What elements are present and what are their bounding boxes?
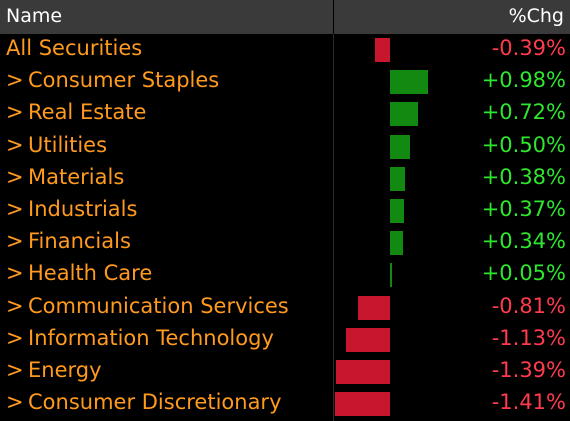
expand-chevron-icon[interactable]: > [6,390,24,415]
sector-name: Energy [28,358,102,382]
positive-change-bar [390,199,405,223]
pct-change-value: +0.98% [481,68,566,93]
sector-name: Consumer Staples [28,68,220,93]
positive-change-bar [390,102,419,127]
row-label[interactable]: > Consumer Staples [6,68,219,92]
expand-chevron-icon[interactable]: > [6,68,24,93]
negative-change-bar [335,392,390,417]
pct-change-value: +0.05% [481,261,566,286]
table-row[interactable]: > Communication Services -0.81% [0,292,570,324]
row-label[interactable]: > Real Estate [6,100,146,124]
row-label[interactable]: > Information Technology [6,326,274,350]
table-row[interactable]: > Consumer Discretionary -1.41% [0,388,570,420]
row-label[interactable]: > Financials [6,229,131,253]
pct-change-value: +0.38% [481,164,566,189]
row-label[interactable]: > Consumer Discretionary [6,390,282,414]
table-row[interactable]: > Consumer Staples +0.98% [0,66,570,98]
pct-change-value: -0.39% [491,36,566,60]
expand-chevron-icon[interactable]: > [6,100,24,125]
sector-name: Consumer Discretionary [28,390,282,415]
header-divider [333,0,334,34]
sector-name: Utilities [28,132,108,157]
expand-chevron-icon[interactable]: > [6,358,24,382]
negative-change-bar [358,295,390,320]
negative-change-bar [335,360,390,384]
sector-name: Real Estate [28,100,147,125]
sector-name: Health Care [28,261,153,286]
negative-change-bar [345,327,390,352]
pct-change-value: -1.41% [491,390,566,415]
row-label[interactable]: > Materials [6,165,124,189]
row-label[interactable]: > Industrials [6,197,137,221]
table-row[interactable]: > Real Estate +0.72% [0,98,570,130]
sector-name: Communication Services [28,293,289,318]
table-row[interactable]: > Utilities +0.50% [0,131,570,163]
expand-chevron-icon[interactable]: > [6,164,24,189]
negative-change-bar [374,38,390,62]
positive-change-bar [390,134,410,159]
table-row[interactable]: > Materials +0.38% [0,163,570,195]
pct-change-value: +0.37% [481,197,566,221]
pct-change-value: +0.34% [481,229,566,254]
column-divider [333,34,334,421]
column-header-pct-change[interactable]: %Chg [508,5,564,27]
column-header-name[interactable]: Name [6,5,63,27]
expand-chevron-icon[interactable]: > [6,293,24,318]
expand-chevron-icon[interactable]: > [6,132,24,157]
table-row[interactable]: > Information Technology -1.13% [0,324,570,356]
pct-change-value: -1.39% [491,358,566,382]
positive-change-bar [390,263,392,288]
expand-chevron-icon[interactable]: > [6,325,24,350]
pct-change-value: -1.13% [491,325,566,350]
pct-change-value: +0.72% [481,100,566,125]
sector-name: Financials [28,229,131,254]
row-label[interactable]: All Securities [6,36,142,60]
table-row[interactable]: > Health Care +0.05% [0,259,570,291]
row-label[interactable]: > Utilities [6,133,107,157]
table-row[interactable]: > Financials +0.34% [0,227,570,259]
pct-change-value: -0.81% [491,293,566,318]
table-header: Name %Chg [0,0,570,34]
sector-name: Industrials [28,197,138,221]
expand-chevron-icon[interactable]: > [6,229,24,254]
expand-chevron-icon[interactable]: > [6,197,24,221]
table-row[interactable]: > Energy -1.39% [0,356,570,388]
sector-name: All Securities [6,36,143,60]
positive-change-bar [390,166,405,191]
table-row[interactable]: > Industrials +0.37% [0,195,570,227]
row-label[interactable]: > Health Care [6,261,152,285]
row-label[interactable]: > Communication Services [6,294,289,318]
positive-change-bar [390,70,429,95]
positive-change-bar [390,231,404,256]
pct-change-value: +0.50% [481,132,566,157]
expand-chevron-icon[interactable]: > [6,261,24,286]
table-row[interactable]: All Securities -0.39% [0,34,570,66]
sector-name: Information Technology [28,325,274,350]
row-label[interactable]: > Energy [6,358,102,382]
sector-name: Materials [28,164,125,189]
